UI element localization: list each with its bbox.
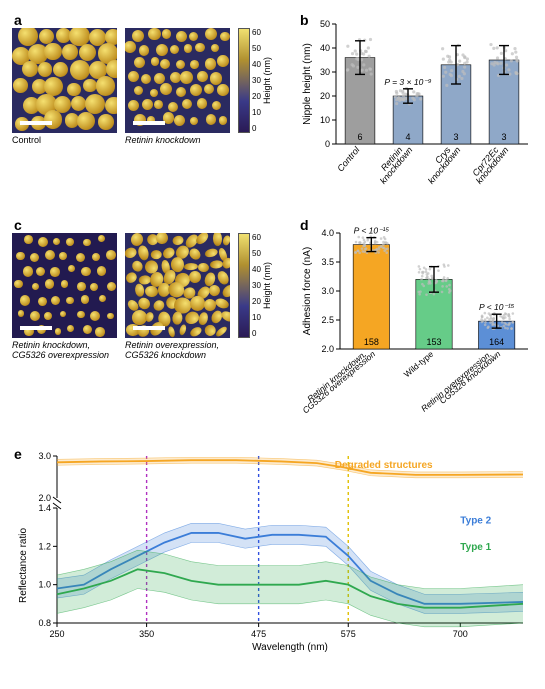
- svg-text:CG5326 overexpression: CG5326 overexpression: [300, 349, 377, 416]
- colorbar-label: Height (nm): [262, 233, 272, 338]
- svg-text:Type 1: Type 1: [460, 542, 491, 553]
- panel-e-label: e: [14, 446, 22, 462]
- svg-text:1.4: 1.4: [38, 503, 51, 513]
- svg-text:P < 10⁻¹⁵: P < 10⁻¹⁵: [354, 226, 390, 236]
- colorbar-label: Height (nm): [262, 28, 272, 133]
- svg-text:Adhesion force (nA): Adhesion force (nA): [302, 247, 313, 335]
- svg-text:164: 164: [489, 337, 504, 347]
- svg-text:3.0: 3.0: [321, 286, 334, 296]
- svg-text:6: 6: [357, 132, 362, 142]
- svg-text:1.2: 1.2: [38, 541, 51, 551]
- svg-text:350: 350: [139, 629, 154, 639]
- afm-caption: Control: [12, 135, 117, 145]
- svg-text:3: 3: [501, 132, 506, 142]
- svg-text:153: 153: [426, 337, 441, 347]
- svg-text:Wavelength (nm): Wavelength (nm): [252, 642, 328, 653]
- spectra-chart: 3.0 2.0 0.8 1.0 1.2 1.4 250 350 475 575 700 Wavelen…: [12, 446, 533, 653]
- panel-a-label: a: [14, 12, 22, 28]
- panel-a: a Control Retinin knockdown 605040302010…: [12, 12, 290, 207]
- svg-text:2.5: 2.5: [321, 315, 334, 325]
- afm-image-retinin-kd: [125, 28, 230, 133]
- panel-c: c Retinin knockdown, CG5326 overexpressi…: [12, 217, 290, 432]
- svg-text:30: 30: [320, 67, 330, 77]
- colorbar: [238, 28, 250, 133]
- svg-text:1.0: 1.0: [38, 580, 51, 590]
- svg-text:Degraded structures: Degraded structures: [335, 460, 433, 471]
- svg-text:3: 3: [453, 132, 458, 142]
- svg-text:475: 475: [251, 629, 266, 639]
- svg-text:3.0: 3.0: [38, 451, 51, 461]
- svg-text:Type 2: Type 2: [460, 515, 491, 526]
- panel-d: d 2.0 2.5 3.0 3.5 4.0 Adhesion force (nA) 158 P…: [298, 217, 533, 432]
- svg-text:4.0: 4.0: [321, 228, 334, 238]
- afm-image-control: [12, 28, 117, 133]
- colorbar-ticks: 6050403020100: [252, 28, 261, 133]
- svg-text:20: 20: [320, 91, 330, 101]
- svg-text:50: 50: [320, 19, 330, 29]
- svg-text:0.8: 0.8: [38, 618, 51, 628]
- svg-text:575: 575: [341, 629, 356, 639]
- svg-text:P = 3 × 10⁻⁹: P = 3 × 10⁻⁹: [384, 77, 431, 87]
- afm-caption: Retinin knockdown, CG5326 overexpression: [12, 340, 117, 360]
- svg-text:2.0: 2.0: [38, 493, 51, 503]
- svg-text:Wild-type: Wild-type: [402, 349, 436, 380]
- panel-e: e 3.0 2.0 0.8 1.0 1.2 1.4 250 350 475 575 700 Wavel…: [12, 446, 533, 658]
- svg-text:10: 10: [320, 115, 330, 125]
- svg-text:P < 10⁻¹⁵: P < 10⁻¹⁵: [479, 302, 515, 312]
- bar-chart-d: 2.0 2.5 3.0 3.5 4.0 Adhesion force (nA) 158 P <…: [298, 217, 533, 427]
- svg-text:40: 40: [320, 43, 330, 53]
- svg-text:250: 250: [49, 629, 64, 639]
- svg-text:2.0: 2.0: [321, 344, 334, 354]
- figure: a Control Retinin knockdown 605040302010…: [12, 12, 533, 658]
- svg-text:Reflectance ratio: Reflectance ratio: [18, 528, 29, 603]
- bar-chart-b: 01020304050Nipple height (nm)6Control4Re…: [298, 12, 533, 202]
- svg-text:Nipple height (nm): Nipple height (nm): [302, 43, 313, 125]
- colorbar: [238, 233, 250, 338]
- panel-d-label: d: [300, 217, 309, 233]
- afm-caption: Retinin knockdown: [125, 135, 230, 145]
- svg-text:158: 158: [364, 337, 379, 347]
- svg-text:0: 0: [325, 139, 330, 149]
- afm-image-c1: [125, 233, 230, 338]
- colorbar-ticks: 6050403020100: [252, 233, 261, 338]
- panel-b: b 0 10 20 30 40 50 Nipple height (nm) 6 Control 4…: [298, 12, 533, 207]
- svg-text:3.5: 3.5: [321, 257, 334, 267]
- afm-caption: Retinin overexpression, CG5326 knockdown: [125, 340, 230, 360]
- svg-text:700: 700: [453, 629, 468, 639]
- svg-text:Control: Control: [335, 144, 362, 173]
- panel-c-label: c: [14, 217, 22, 233]
- panel-b-label: b: [300, 12, 309, 28]
- svg-text:4: 4: [405, 132, 410, 142]
- afm-image-c0: [12, 233, 117, 338]
- svg-text:CG5326 knockdown: CG5326 knockdown: [437, 349, 502, 406]
